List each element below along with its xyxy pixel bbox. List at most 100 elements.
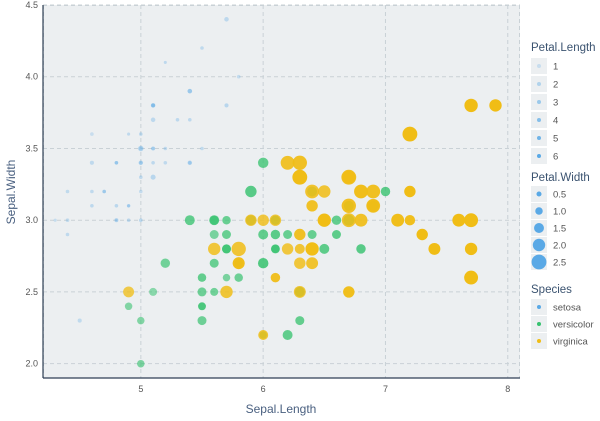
legend-symbol [532,238,546,252]
data-point [151,146,156,151]
data-point [139,189,143,194]
data-point [138,160,144,166]
legend-symbol [537,339,541,343]
data-point [197,316,207,326]
data-point [258,229,269,240]
y-tick-label: 4.0 [25,72,38,82]
data-point [210,287,219,296]
data-point [209,215,219,225]
data-point [90,189,94,194]
data-point [150,103,156,108]
data-point [341,198,356,213]
y-axis-title: Sepal.Width [4,160,18,225]
data-point [90,204,94,208]
x-tick-label: 5 [138,384,143,394]
data-point [139,132,143,136]
data-point [404,185,416,198]
data-point [280,155,295,170]
legend-label: 2.5 [553,258,566,269]
data-point [151,146,155,151]
x-axis-title: Sepal.Length [246,402,317,416]
data-point [366,184,381,199]
legend-label: 2.0 [553,241,566,252]
data-point [139,218,143,222]
data-point [305,184,320,199]
data-point [343,286,355,298]
data-point [188,161,192,165]
x-tick-labels: 5 6 7 8 [138,384,510,394]
x-tick-label: 8 [505,384,510,394]
legend-symbol [537,100,541,104]
legend-symbol [537,136,541,140]
y-tick-label: 3.5 [25,143,38,153]
legend-label: versicolor [553,320,594,331]
data-point [139,161,143,165]
data-point [416,228,428,241]
data-point [151,103,155,108]
data-point [151,103,156,108]
data-point [163,146,168,151]
data-point [464,270,479,285]
data-point [293,285,306,298]
legend-label: 1.5 [553,224,566,235]
legend-label: 5 [553,134,558,145]
data-point [294,228,306,241]
legend-petal-length: Petal.Length 1 2 3 4 5 6 [531,42,596,164]
data-point [187,88,193,94]
legend-symbol [537,82,541,86]
data-point [102,189,106,194]
data-point [318,214,331,227]
data-point [404,214,416,226]
data-point [114,218,119,223]
data-point [150,174,156,180]
legend-title-petal-width: Petal.Width [531,172,590,184]
data-point [224,17,229,22]
data-point [126,218,131,222]
legend-key [531,76,547,92]
data-point [257,157,269,169]
data-point [258,330,269,340]
data-point [245,214,257,226]
y-tick-label: 3.0 [25,215,38,225]
data-point [197,273,207,282]
data-points [53,17,502,368]
data-point [150,117,156,123]
data-point [341,169,357,185]
data-point [127,204,131,208]
data-point [184,215,195,226]
data-point [402,126,418,142]
data-point [65,232,70,237]
data-point [138,145,144,152]
legend-species: Species setosa versicolor virginica [531,284,594,349]
data-point [222,244,231,254]
legend-key [531,58,547,74]
data-point [187,160,193,166]
legend-label: 1 [553,62,558,73]
data-point [224,103,229,108]
data-point [163,161,168,165]
legend-label: 3 [553,98,558,109]
data-point [464,213,479,228]
data-point [318,185,331,198]
data-point [222,273,231,282]
legend-symbol [536,191,542,197]
data-point [464,98,478,113]
data-point [354,184,368,199]
data-point [160,258,171,268]
data-point [188,118,192,122]
legend-label: 6 [553,152,558,163]
data-point [114,161,119,165]
plot-panel [43,5,520,378]
data-point [270,229,281,240]
data-point [123,286,135,298]
data-point [102,189,106,194]
legend-label: virginica [553,337,589,348]
data-point [89,160,94,165]
data-point [209,258,219,268]
data-point [294,257,306,269]
data-point [245,185,257,198]
data-point [236,74,241,79]
data-point [234,273,243,282]
data-point [489,99,502,112]
